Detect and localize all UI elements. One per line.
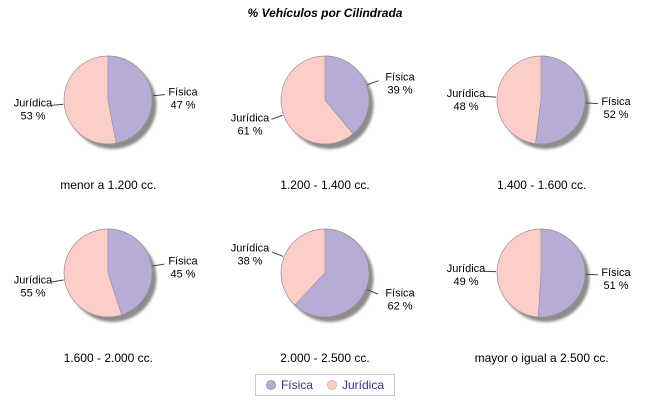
callout-series-name: Física [168, 256, 198, 268]
leader-line-fisica [152, 94, 165, 97]
callout-percent-value: 48 % [454, 101, 479, 113]
pie-chart-cell: Física 47 % Jurídica 53 % menor a 1.200 cc. [0, 40, 217, 192]
pie-chart-cell: Física 62 % Jurídica 38 % 2.000 - 2.500 cc. [217, 213, 434, 365]
legend-swatch-juridica-icon [326, 380, 337, 390]
pie-chart-svg: Física 47 % Jurídica 53 % [14, 55, 199, 149]
callout-juridica: Jurídica 55 % [14, 275, 53, 300]
callout-percent-value: 39 % [387, 84, 412, 96]
callout-juridica: Jurídica 61 % [230, 113, 269, 138]
callout-series-name: Física [168, 86, 198, 98]
pie-category-label: 2.000 - 2.500 cc. [280, 351, 370, 365]
pie-chart-cell: Física 45 % Jurídica 55 % 1.600 - 2.000 cc. [0, 213, 217, 365]
pie-category-label: 1.600 - 2.000 cc. [63, 351, 154, 365]
pie-chart-cell: Física 52 % Jurídica 48 % 1.400 - 1.600 cc. [433, 40, 650, 192]
callout-fisica: Física 62 % [385, 288, 415, 313]
callout-series-name: Jurídica [14, 275, 53, 287]
legend-item-fisica: Física [265, 378, 313, 392]
pie-category-label: 1.400 - 1.600 cc. [496, 178, 587, 192]
leader-line-fisica [586, 102, 599, 105]
pie-chart-cell: Física 39 % Jurídica 61 % 1.200 - 1.400 cc. [217, 40, 434, 192]
chart-title: % Vehículos por Cilindrada [247, 6, 403, 20]
legend: Física Jurídica [0, 374, 650, 396]
callout-percent-value: 55 % [20, 288, 45, 300]
callout-series-name: Jurídica [230, 113, 269, 125]
callout-fisica: Física 45 % [168, 256, 198, 281]
callout-juridica: Jurídica 49 % [447, 263, 486, 288]
legend-box: Física Jurídica [254, 374, 396, 396]
callout-juridica: Jurídica 48 % [447, 88, 486, 113]
legend-item-juridica: Jurídica [326, 378, 385, 392]
callout-series-name: Jurídica [230, 243, 269, 255]
callout-series-name: Física [385, 288, 415, 300]
leader-line-juridica [51, 279, 64, 283]
legend-label-fisica: Física [280, 378, 313, 392]
callout-percent-value: 61 % [237, 126, 262, 138]
callout-fisica: Física 39 % [385, 71, 415, 96]
callout-percent-value: 38 % [237, 256, 262, 268]
callout-fisica: Física 52 % [602, 96, 632, 121]
pie-category-label: mayor o igual a 2.500 cc. [474, 351, 609, 365]
pie-chart-svg: Física 45 % Jurídica 55 % [14, 228, 199, 322]
pie-chart-cell: Física 51 % Jurídica 49 % mayor o igual a 2… [433, 213, 650, 365]
pie-grid-row-1: Física 47 % Jurídica 53 % menor a 1.200 cc.… [0, 40, 650, 192]
pie-slice-fisica [294, 228, 370, 318]
pie-chart-svg: Física 62 % Jurídica 38 % [230, 228, 415, 322]
pie-chart-svg: Física 51 % Jurídica 49 % [447, 228, 632, 322]
pie-slice-fisica [107, 55, 153, 144]
leader-line-juridica [271, 251, 284, 257]
pie-slice-fisica [324, 55, 369, 135]
callout-percent-value: 53 % [20, 111, 45, 123]
leader-line-fisica [152, 263, 165, 267]
callout-fisica: Física 51 % [602, 267, 632, 292]
legend-label-juridica: Jurídica [341, 378, 385, 392]
callout-percent-value: 52 % [604, 109, 629, 121]
callout-series-name: Física [602, 96, 632, 108]
pie-slice-fisica [538, 228, 586, 318]
pie-slice-fisica [107, 228, 153, 316]
pie-grid-row-2: Física 45 % Jurídica 55 % 1.600 - 2.000 cc.… [0, 213, 650, 365]
callout-percent-value: 51 % [604, 280, 629, 292]
callout-percent-value: 45 % [170, 269, 195, 281]
pie-category-label: menor a 1.200 cc. [60, 178, 157, 192]
legend-swatch-fisica-icon [265, 380, 276, 390]
callout-percent-value: 62 % [387, 301, 412, 313]
callout-series-name: Jurídica [447, 263, 486, 275]
leader-line-juridica [270, 114, 283, 120]
callout-percent-value: 49 % [454, 276, 479, 288]
pie-chart-svg: Física 52 % Jurídica 48 % [447, 55, 632, 149]
callout-juridica: Jurídica 53 % [14, 98, 53, 123]
leader-line-fisica [366, 80, 379, 86]
leader-line-juridica [484, 95, 497, 98]
callout-series-name: Física [602, 267, 632, 279]
leader-line-juridica [51, 103, 64, 106]
callout-series-name: Jurídica [447, 88, 486, 100]
callout-fisica: Física 47 % [168, 86, 198, 111]
callout-percent-value: 47 % [170, 99, 195, 111]
pie-category-label: 1.200 - 1.400 cc. [280, 178, 370, 192]
callout-series-name: Física [385, 71, 415, 83]
pie-chart-svg: Física 39 % Jurídica 61 % [230, 55, 415, 149]
pie-slice-fisica [535, 55, 586, 145]
leader-line-fisica [366, 289, 378, 295]
callout-juridica: Jurídica 38 % [230, 243, 269, 268]
callout-series-name: Jurídica [14, 98, 53, 110]
